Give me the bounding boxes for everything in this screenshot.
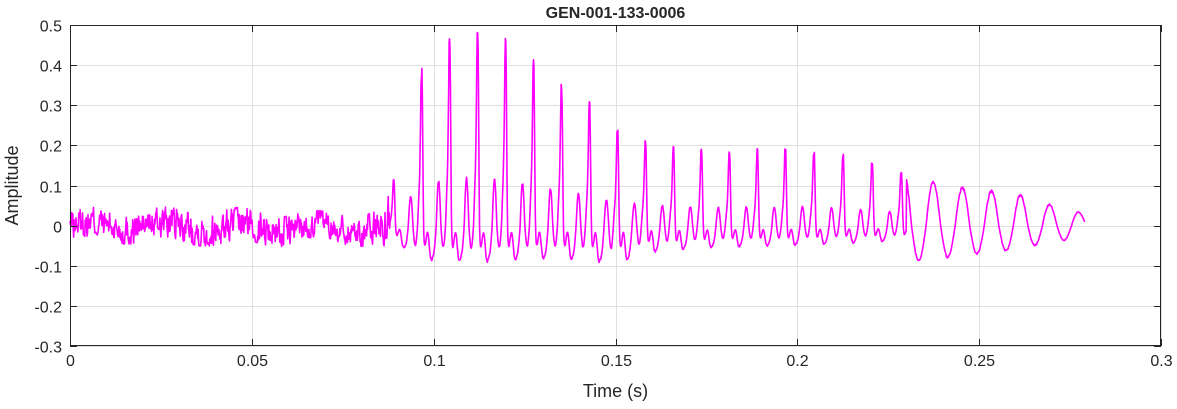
y-tick-label: 0.3 <box>40 99 62 116</box>
y-tick-label: 0.4 <box>40 59 62 76</box>
y-tick-label: -0.3 <box>34 340 62 357</box>
plot-frame <box>70 25 1161 346</box>
x-tick-label: 0.3 <box>1150 353 1172 370</box>
x-axis-label: Time (s) <box>583 381 648 401</box>
x-tick-label: 0.2 <box>786 353 808 370</box>
y-tick-label: -0.1 <box>34 260 62 277</box>
signal-layer <box>69 31 1086 264</box>
chart-title: GEN-001-133-0006 <box>546 5 686 22</box>
y-axis-label: Amplitude <box>2 145 22 225</box>
grid <box>70 25 1162 347</box>
y-tick-label: 0.1 <box>40 180 62 197</box>
x-tick-label: 0.25 <box>964 353 995 370</box>
ticks: 0 0.05 0.1 0.15 0.2 0.25 0.3 -0.3 -0.2 -0.1 0 0.1 0.… <box>34 19 1172 371</box>
x-tick-label: 0 <box>66 353 75 370</box>
y-tick-label: 0.5 <box>40 19 62 36</box>
x-tick-label: 0.05 <box>237 353 268 370</box>
x-tick-label: 0.1 <box>423 353 445 370</box>
amplitude-series-line <box>69 31 1086 264</box>
y-tick-label: -0.2 <box>34 300 62 317</box>
y-tick-label: 0 <box>53 220 62 237</box>
y-tick-label: 0.2 <box>40 139 62 156</box>
x-tick-label: 0.15 <box>601 353 632 370</box>
